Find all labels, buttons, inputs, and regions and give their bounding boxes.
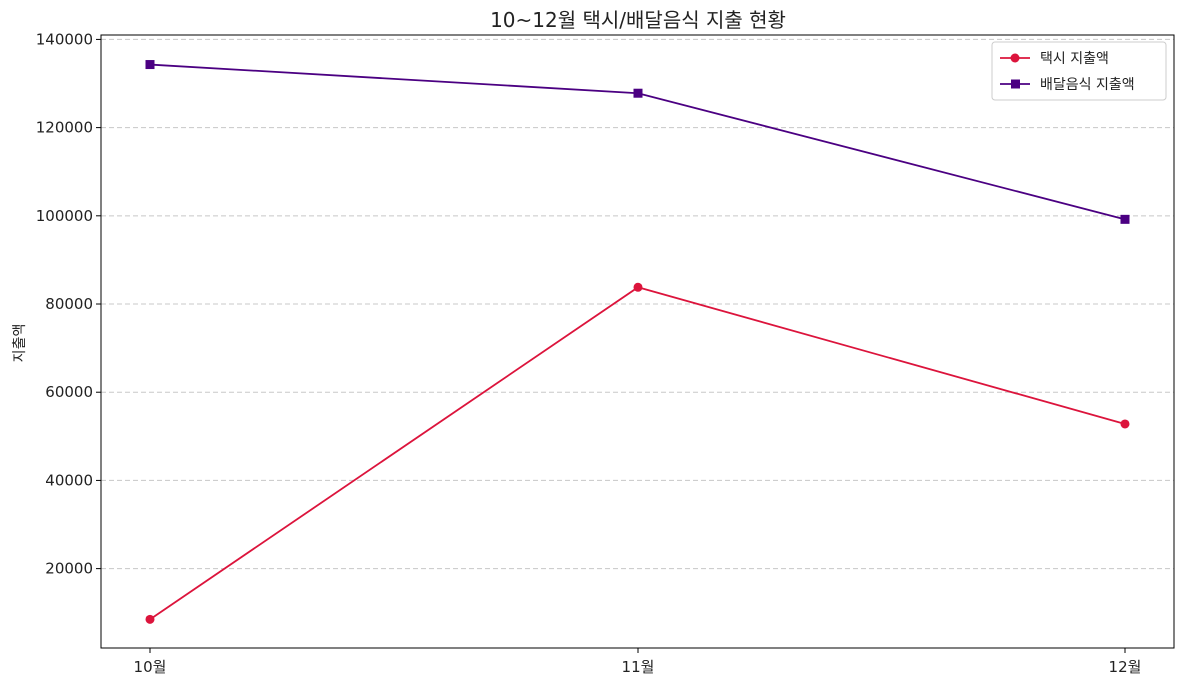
x-tick-label: 12월 — [1109, 658, 1142, 676]
data-point-square — [145, 60, 155, 70]
y-tick-label: 40000 — [45, 471, 93, 489]
series-2 — [145, 60, 1130, 224]
y-tick-label: 140000 — [36, 30, 93, 48]
chart-title: 10~12월 택시/배달음식 지출 현황 — [490, 8, 786, 32]
plot-frame — [100, 34, 1175, 649]
y-tick-label: 80000 — [45, 295, 93, 313]
data-point-circle — [1120, 419, 1130, 429]
legend-item: 배달음식 지출액 — [1000, 77, 1135, 93]
legend-label: 배달음식 지출액 — [1040, 77, 1135, 93]
series-group — [145, 60, 1130, 624]
series-line — [149, 286, 1126, 621]
series-1 — [145, 282, 1130, 624]
legend-box — [991, 41, 1167, 101]
series-line — [149, 63, 1126, 221]
y-tick-label: 120000 — [36, 119, 93, 137]
x-tick-label: 11월 — [622, 658, 655, 676]
y-tick-label: 60000 — [45, 383, 93, 401]
data-point-circle — [145, 614, 155, 624]
y-grid — [101, 38, 1174, 570]
legend-marker-circle — [1010, 53, 1020, 63]
data-point-square — [633, 88, 643, 98]
y-tick-label: 100000 — [36, 207, 93, 225]
legend-label: 택시 지출액 — [1040, 51, 1109, 67]
y-tick-label: 20000 — [45, 560, 93, 578]
legend-marker-square — [1011, 79, 1020, 89]
legend-item: 택시 지출액 — [1000, 51, 1109, 67]
data-point-square — [1120, 214, 1130, 224]
y-axis-label: 지출액 — [12, 324, 28, 363]
data-point-circle — [633, 282, 643, 292]
x-axis-ticks: 10월 11월 12월 — [134, 648, 1142, 676]
y-axis-ticks: 20000 40000 60000 80000 100000 120000 140000 — [36, 30, 101, 578]
x-tick-label: 10월 — [134, 658, 167, 676]
